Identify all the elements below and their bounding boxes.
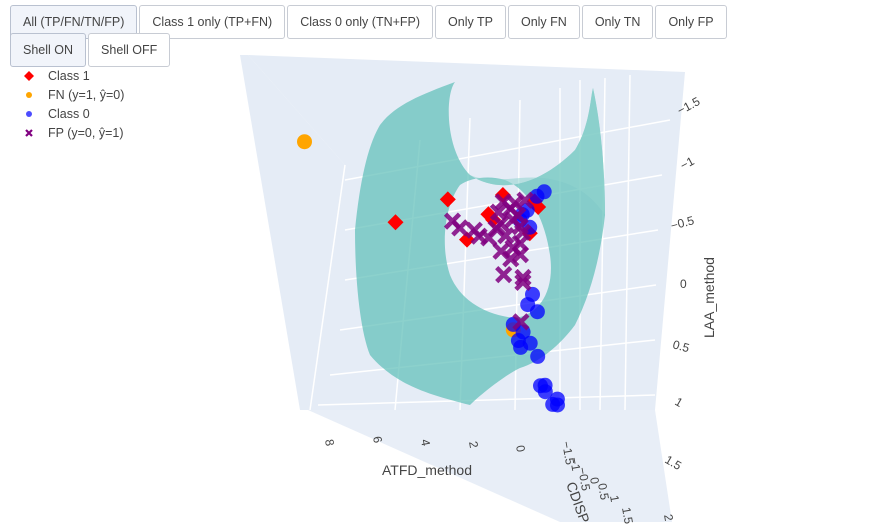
z-tick-label: −1 bbox=[678, 154, 697, 173]
data-point-fn-y-1-0[interactable] bbox=[297, 134, 312, 150]
legend-item-class0[interactable]: Class 0 bbox=[22, 104, 124, 123]
z-tick-label: 0.5 bbox=[671, 337, 691, 355]
data-point-class-0[interactable] bbox=[529, 188, 545, 204]
data-point-fp-y-0-1[interactable] bbox=[489, 203, 507, 221]
axis-y-ticks: −1.5 −1 −0.5 0 0.5 1 1.5 2 bbox=[559, 440, 676, 525]
legend-label: Class 1 bbox=[48, 68, 90, 83]
x-tick-label: 6 bbox=[370, 435, 385, 444]
axis-x-ticks: 8 6 4 2 0 bbox=[322, 435, 528, 453]
data-point-fp-y-0-1[interactable] bbox=[451, 219, 469, 237]
x-tick-label: 0 bbox=[513, 444, 528, 453]
data-point-class-0[interactable] bbox=[522, 335, 538, 351]
y-tick-label: −0.5 bbox=[575, 466, 593, 492]
legend-label: FN (y=1, ŷ=0) bbox=[48, 87, 125, 102]
data-point-fp-y-0-1[interactable] bbox=[495, 266, 513, 284]
legend-label: FP (y=0, ŷ=1) bbox=[48, 125, 124, 140]
data-point-class-0[interactable] bbox=[550, 397, 565, 413]
filter-class0-button[interactable]: Class 0 only (TN+FP) bbox=[287, 5, 434, 39]
shell-button-row: Shell ON Shell OFF bbox=[10, 33, 172, 67]
z-tick-label: 1 bbox=[673, 394, 686, 410]
y-tick-label: 2 bbox=[661, 513, 676, 522]
data-point-fp-y-0-1[interactable] bbox=[514, 268, 532, 287]
data-point-class-0[interactable] bbox=[537, 384, 553, 400]
circle-icon bbox=[22, 107, 36, 121]
filter-tp-button[interactable]: Only TP bbox=[435, 5, 506, 39]
back-wall-left bbox=[240, 55, 345, 410]
data-point-fp-y-0-1[interactable] bbox=[492, 215, 510, 233]
shell-on-button[interactable]: Shell ON bbox=[10, 33, 87, 67]
data-point-class-1[interactable] bbox=[439, 191, 456, 208]
z-axis-title: LAA_method bbox=[701, 257, 717, 338]
x-tick-label: 4 bbox=[418, 438, 433, 447]
y-tick-label: −1.5 bbox=[559, 440, 577, 466]
legend-item-fp[interactable]: FP (y=0, ŷ=1) bbox=[22, 123, 124, 142]
x-axis-title: ATFD_method bbox=[382, 462, 472, 478]
data-point-fp-y-0-1[interactable] bbox=[512, 313, 530, 331]
filter-fp-button[interactable]: Only FP bbox=[655, 5, 727, 39]
shell-off-button[interactable]: Shell OFF bbox=[88, 33, 171, 67]
y-tick-label: 0.5 bbox=[595, 482, 612, 501]
filter-button-row: All (TP/FN/TN/FP) Class 1 only (TP+FN) C… bbox=[10, 5, 729, 39]
x-tick-label: 8 bbox=[322, 438, 337, 447]
y-tick-label: 1.5 bbox=[619, 506, 636, 525]
z-tick-label: 1.5 bbox=[663, 452, 685, 473]
data-point-fp-y-0-1[interactable] bbox=[511, 246, 529, 264]
data-point-fp-y-0-1[interactable] bbox=[502, 250, 520, 268]
filter-fn-button[interactable]: Only FN bbox=[507, 5, 580, 39]
y-tick-label: 0 bbox=[587, 476, 602, 485]
filter-tn-button[interactable]: Only TN bbox=[581, 5, 654, 39]
diamond-icon bbox=[22, 69, 36, 83]
legend: Class 1 FN (y=1, ŷ=0) Class 0 FP (y=0, ŷ… bbox=[22, 66, 124, 142]
circle-icon bbox=[22, 88, 36, 102]
y-tick-label: 1 bbox=[607, 494, 622, 503]
y-tick-label: −1 bbox=[567, 456, 583, 472]
legend-item-class1[interactable]: Class 1 bbox=[22, 66, 124, 85]
data-point-fp-y-0-1[interactable] bbox=[514, 273, 532, 291]
z-tick-label: −0.5 bbox=[669, 213, 696, 233]
data-point-class-0[interactable] bbox=[529, 304, 545, 320]
data-point-class-0[interactable] bbox=[530, 348, 546, 364]
data-markers bbox=[297, 134, 565, 413]
x-icon bbox=[22, 126, 36, 140]
floor-plane bbox=[308, 410, 672, 522]
x-tick-label: 2 bbox=[466, 440, 481, 449]
data-point-fp-y-0-1[interactable] bbox=[497, 227, 515, 245]
legend-label: Class 0 bbox=[48, 106, 90, 121]
data-point-fp-y-0-1[interactable] bbox=[506, 194, 524, 212]
shell-surface bbox=[355, 82, 605, 405]
data-point-class-1[interactable] bbox=[387, 214, 404, 231]
z-tick-label: 0 bbox=[680, 277, 687, 291]
legend-item-fn[interactable]: FN (y=1, ŷ=0) bbox=[22, 85, 124, 104]
